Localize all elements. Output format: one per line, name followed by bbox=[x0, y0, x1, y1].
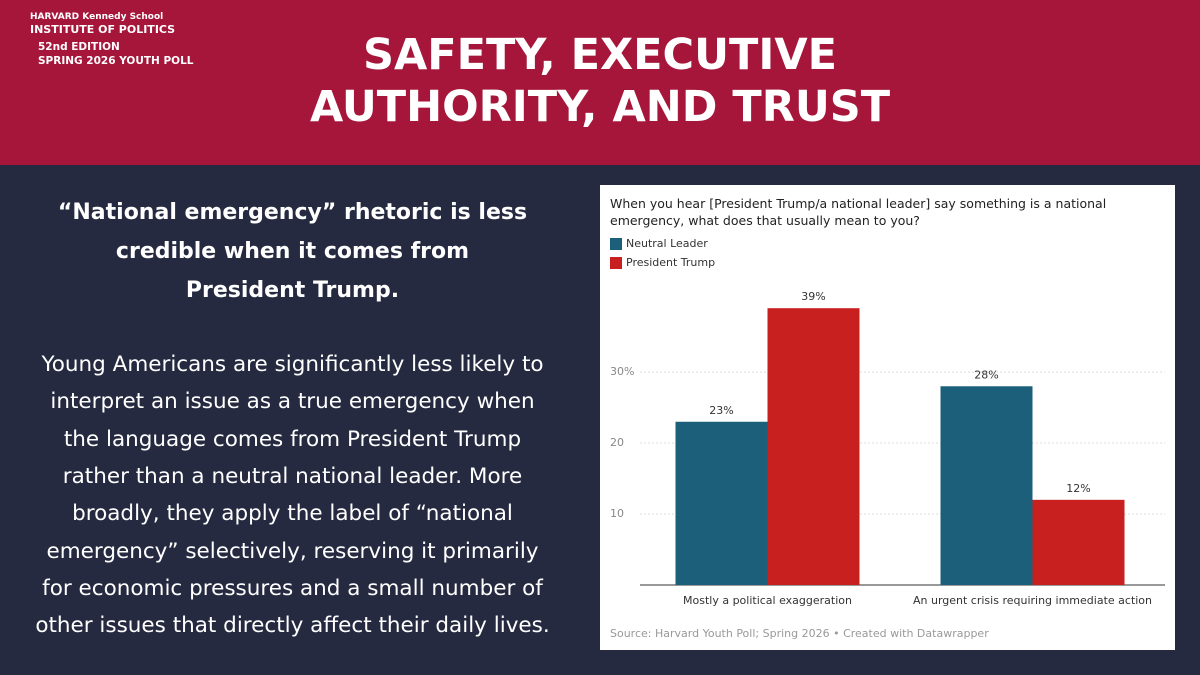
paragraph-line: rather than a neutral national leader. M… bbox=[62, 463, 523, 489]
y-tick-label: 30% bbox=[610, 365, 634, 378]
bar bbox=[940, 386, 1033, 585]
legend-swatch bbox=[610, 257, 622, 269]
headline: credible when it comes from bbox=[115, 239, 470, 264]
title: AUTHORITY, AND TRUST bbox=[309, 82, 891, 132]
poll: SPRING 2026 YOUTH POLL bbox=[38, 55, 194, 67]
bar bbox=[1032, 499, 1125, 585]
headline: “National emergency” rhetoric is less bbox=[57, 200, 528, 225]
legend-label: President Trump bbox=[626, 256, 715, 269]
chart-title: When you hear [President Trump/a nationa… bbox=[610, 196, 1107, 228]
source: Source: Harvard Youth Poll; Spring 2026 … bbox=[610, 627, 989, 640]
headline: President Trump. bbox=[185, 278, 400, 303]
bar bbox=[675, 421, 768, 585]
value-label: 12% bbox=[1066, 482, 1090, 495]
paragraph-line: the language comes from President Trump bbox=[63, 426, 522, 452]
x-tick-label: An urgent crisis requiring immediate act… bbox=[913, 594, 1152, 607]
x-tick-label: Mostly a political exaggeration bbox=[683, 594, 852, 607]
chart-svg: 30% 20 10 Neutral Leader President Trump Most… bbox=[610, 237, 1165, 640]
y-tick-label: 20 bbox=[610, 436, 624, 449]
org: INSTITUTE OF POLITICS bbox=[30, 23, 176, 36]
paragraph-line: emergency” selectively, reserving it pri… bbox=[46, 538, 539, 564]
paragraph-line: Young Americans are significantly less l… bbox=[41, 352, 544, 377]
legend-swatch bbox=[610, 238, 622, 250]
title: SAFETY, EXECUTIVE bbox=[362, 30, 837, 80]
header: HARVARD Kennedy School INSTITUTE OF POLI… bbox=[0, 0, 1200, 165]
paragraph-line: other issues that directly affect their … bbox=[35, 613, 550, 639]
paragraph-line: for economic pressures and a small numbe… bbox=[42, 575, 543, 601]
value-label: 39% bbox=[801, 290, 825, 303]
y-tick-label: 10 bbox=[610, 507, 624, 520]
legend-label: Neutral Leader bbox=[626, 237, 708, 250]
chart: When you hear [President Trump/a nationa… bbox=[600, 185, 1175, 650]
value-label: 23% bbox=[709, 404, 733, 417]
org-top: HARVARD Kennedy School bbox=[30, 12, 164, 22]
value-label: 28% bbox=[974, 368, 998, 381]
edition: 52nd EDITION bbox=[38, 41, 120, 53]
paragraph-line: interpret an issue as a true emergency w… bbox=[50, 389, 535, 415]
bar bbox=[767, 308, 860, 585]
paragraph-line: broadly, they apply the label of “nation… bbox=[72, 501, 513, 527]
